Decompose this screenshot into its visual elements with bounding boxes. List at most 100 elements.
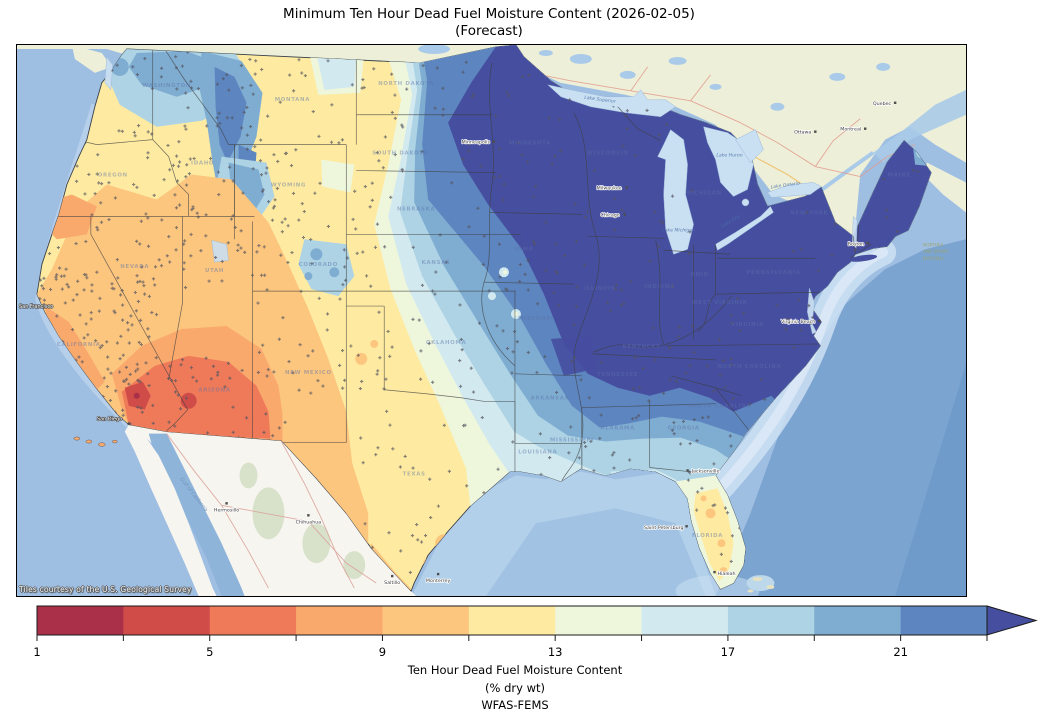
- city-dot: [814, 130, 817, 133]
- colorbar-tick-label: 9: [379, 645, 386, 659]
- state-label: IDAHO: [191, 161, 214, 167]
- state-label: SOUTH DAKOTA: [372, 151, 428, 157]
- city-dot: [436, 572, 440, 576]
- state-label: TENNESSEE: [597, 372, 638, 378]
- state-label: MICHIGAN: [685, 190, 721, 196]
- mexico-roads: [166, 433, 377, 589]
- city-labels: San Francisco San Diego Minneapolis Milwauk…: [18, 100, 897, 587]
- title-line-1: Minimum Ten Hour Dead Fuel Moisture Cont…: [283, 6, 695, 22]
- state-label: MAINE: [888, 173, 911, 179]
- state-label: COLORADO: [299, 262, 338, 268]
- colorbar-tick-label: 17: [721, 645, 736, 659]
- city-label: Hermosillo: [214, 507, 239, 513]
- city-label: Quebec: [873, 101, 892, 107]
- city-dot: [625, 186, 628, 189]
- city-dot: [818, 319, 821, 323]
- city-label: Boston: [848, 241, 864, 247]
- city-label: Virginia Beach: [781, 319, 815, 325]
- city-label: Saint Petersburg: [644, 525, 684, 531]
- city-label: Milwaukee: [597, 185, 622, 191]
- colorbar-segment: [296, 606, 383, 635]
- state-label: OKLAHOMA: [426, 340, 467, 346]
- colorbar-segment: [468, 606, 556, 635]
- state-label: INDIANA: [644, 284, 675, 290]
- caption-line-1: Ten Hour Dead Fuel Moisture Content: [407, 663, 623, 677]
- city-label: San Diego: [97, 417, 122, 423]
- city-label: Minneapolis: [462, 140, 491, 146]
- state-label: PENNSYLVANIA: [746, 270, 800, 276]
- mexico-basemap: [124, 424, 417, 596]
- city-dot: [685, 525, 688, 528]
- fuel-moisture-map: WASHINGTON OREGON CALIFORNIA NEVADA IDAHO MON…: [17, 45, 966, 596]
- state-labels: WASHINGTON OREGON CALIFORNIA NEVADA IDAHO MON…: [57, 81, 911, 539]
- city-dot: [864, 127, 867, 130]
- colorbar-tick-label: 5: [206, 645, 213, 659]
- city-label: San Francisco: [19, 304, 53, 310]
- city-label: Chihuahua: [296, 519, 322, 525]
- colorbar-overflow-arrow: [986, 605, 1038, 636]
- city-label: Ottawa: [794, 130, 811, 136]
- state-label: SOUTH CAROLINA: [688, 404, 752, 410]
- city-dot: [713, 570, 716, 574]
- city-label: Saltillo: [384, 580, 400, 586]
- title-line-2: (Forecast): [455, 23, 523, 39]
- state-label: KANSAS: [422, 260, 451, 266]
- city-label: Chicago: [601, 212, 620, 218]
- colorbar-segment: [641, 606, 729, 635]
- colorbar-segment: [37, 606, 124, 635]
- colorbar-tick-label: 21: [893, 645, 908, 659]
- city-dot: [391, 574, 394, 578]
- city-dot: [307, 514, 310, 517]
- state-label: ARIZONA: [198, 388, 230, 394]
- state-label: MISSOURI: [518, 316, 554, 322]
- lake-label: Lake Michigan: [662, 227, 695, 233]
- colorbar-segment: [900, 606, 988, 635]
- colorbar: 1 5 9 13 17 21: [33, 605, 1038, 659]
- state-label: WEST VIRGINIA: [692, 300, 748, 306]
- state-label: NORTH DAKOTA: [378, 81, 434, 87]
- marine-monument-text: AND SEAMO: [923, 249, 949, 254]
- state-label: NEW MEXICO: [285, 370, 332, 376]
- state-label: VIRGINIA: [731, 322, 764, 328]
- state-label: WASHINGTON: [142, 83, 191, 89]
- state-label: NEBRASKA: [397, 206, 436, 212]
- state-label: ALABAMA: [601, 426, 636, 432]
- state-label: OREGON: [98, 173, 128, 179]
- colorbar-segment: [727, 606, 815, 635]
- lake-label: Lake Ontario: [770, 180, 800, 190]
- state-label: MONTANA: [275, 97, 311, 103]
- marine-monument-text: NORTHEA: [923, 242, 943, 247]
- city-dot: [36, 304, 40, 308]
- map-canvas: WASHINGTON OREGON CALIFORNIA NEVADA IDAHO MON…: [16, 44, 967, 597]
- city-dot: [623, 213, 626, 216]
- colorbar-segment: [814, 606, 902, 635]
- station-markers: [36, 49, 932, 575]
- city-dot: [127, 422, 130, 425]
- marine-monument-text: NATIONAL: [923, 256, 945, 261]
- state-label: UTAH: [205, 268, 224, 274]
- state-label: MINNESOTA: [509, 141, 551, 147]
- colorbar-segment: [555, 606, 643, 635]
- state-label: MISSISSIPPI: [550, 438, 594, 444]
- colorbar-tick-label: 13: [548, 645, 563, 659]
- city-label: Jacksonville: [691, 468, 720, 474]
- colorbar-caption: Ten Hour Dead Fuel Moisture Content (% d…: [0, 662, 1030, 715]
- canada-lakes: [418, 45, 891, 111]
- long-island: [849, 254, 878, 262]
- city-dot: [893, 101, 897, 104]
- city-label: Montreal: [840, 127, 861, 133]
- state-label: NORTH CAROLINA: [718, 364, 782, 370]
- channel-islands: [73, 436, 118, 447]
- great-lakes: [104, 56, 858, 335]
- state-label: CALIFORNIA: [57, 342, 101, 348]
- state-label: KENTUCKY: [623, 344, 661, 350]
- state-label: WISCONSIN: [587, 151, 629, 157]
- colorbar-segment: [209, 606, 297, 635]
- mexico-terrain: [239, 462, 366, 580]
- caption-line-3: WFAS-FEMS: [481, 698, 549, 712]
- state-label: FLORIDA: [692, 533, 723, 539]
- state-label: LOUISIANA: [518, 450, 557, 456]
- colorbar-segment: [382, 606, 470, 635]
- colorbar-tick-label: 1: [33, 645, 40, 659]
